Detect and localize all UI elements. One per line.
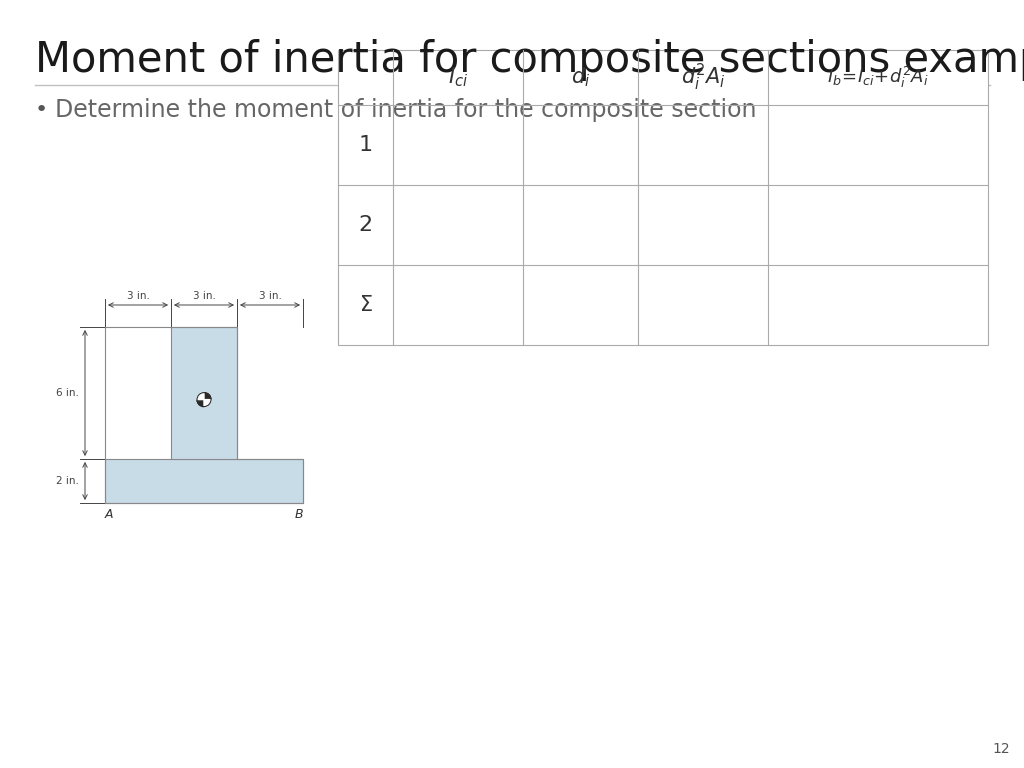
Text: $\mathit{d}_{i}$: $\mathit{d}_{i}$	[570, 66, 590, 89]
Text: 3 in.: 3 in.	[259, 291, 282, 301]
Bar	[171, 327, 237, 459]
Text: 12: 12	[992, 742, 1010, 756]
Wedge shape	[204, 392, 211, 399]
Bar	[338, 50, 988, 345]
Text: 3 in.: 3 in.	[127, 291, 150, 301]
Wedge shape	[204, 399, 211, 406]
Text: $\mathit{I}_{b}\!=\!\mathit{I}_{ci}\!+\!\mathit{d}_{i}^{2}A_{i}$: $\mathit{I}_{b}\!=\!\mathit{I}_{ci}\!+\!…	[827, 65, 929, 90]
Wedge shape	[197, 399, 204, 406]
Text: $\mathit{I}_{ci}$: $\mathit{I}_{ci}$	[447, 66, 468, 89]
Text: A: A	[104, 508, 114, 521]
Text: Determine the moment of inertia for the composite section: Determine the moment of inertia for the …	[55, 98, 757, 122]
Circle shape	[197, 392, 211, 406]
Text: Moment of inertia for composite sections example: Moment of inertia for composite sections…	[35, 39, 1024, 81]
Text: 2: 2	[358, 215, 373, 235]
Text: 3 in.: 3 in.	[193, 291, 215, 301]
Text: B: B	[295, 508, 303, 521]
Text: 6 in.: 6 in.	[56, 388, 79, 398]
Text: $\mathit{d}_{i}^{2}A_{i}$: $\mathit{d}_{i}^{2}A_{i}$	[681, 62, 725, 93]
Text: 1: 1	[358, 135, 373, 155]
Text: 2 in.: 2 in.	[56, 476, 79, 486]
Bar	[105, 459, 303, 503]
Text: •: •	[35, 100, 48, 120]
Wedge shape	[197, 392, 204, 399]
Text: $\Sigma$: $\Sigma$	[358, 295, 373, 315]
